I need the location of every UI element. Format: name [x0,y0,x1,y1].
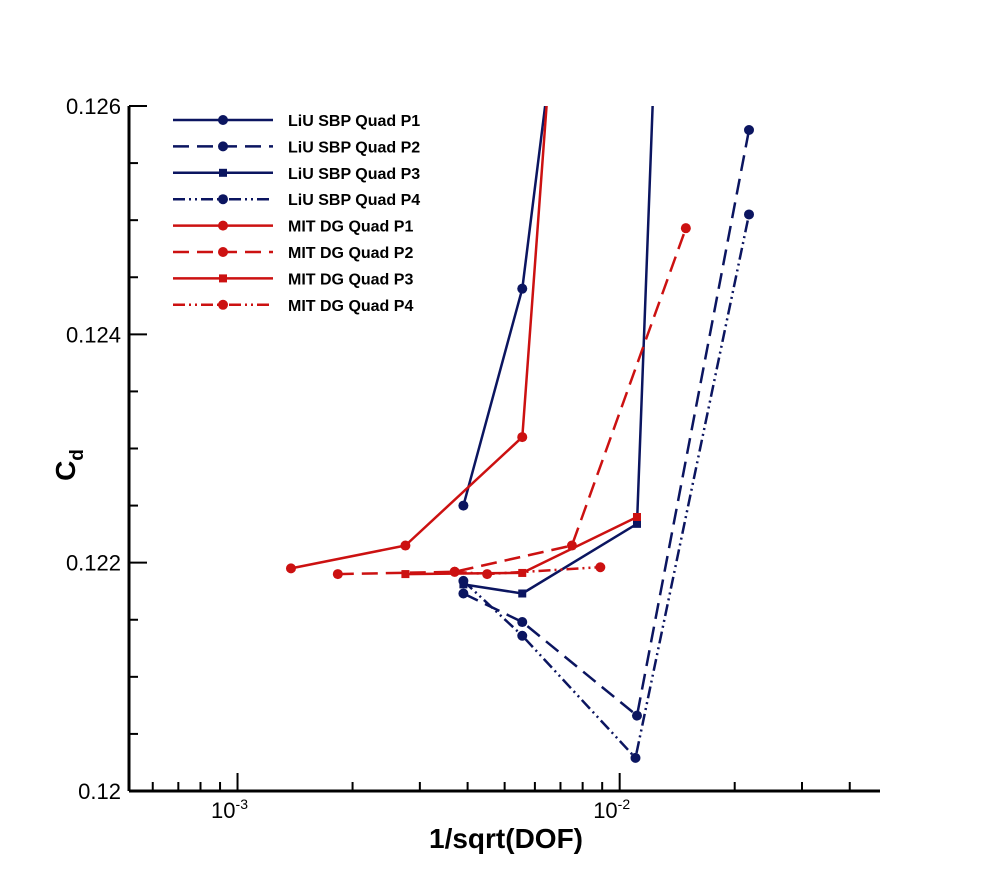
data-point [400,540,411,551]
data-point [517,432,528,443]
legend-marker [218,247,228,257]
legend-entry: LiU SBP Quad P3 [173,166,420,183]
series-mit-dg-quad-p1 [285,106,548,574]
legend-label: MIT DG Quad P2 [288,245,413,262]
series-liu-sbp-quad-p1 [458,106,547,511]
series-line [290,106,548,570]
series-line [337,227,688,576]
series-line [463,106,654,595]
legend-entry: MIT DG Quad P3 [173,271,413,288]
data-point [632,519,641,528]
series-layer [285,106,755,763]
x-tick-label: 10-3 [211,796,248,823]
data-point [744,124,755,135]
y-axis-title-main: C [50,461,81,481]
data-point [458,500,469,511]
series-liu-sbp-quad-p3 [459,106,654,598]
data-point [285,563,296,574]
legend-marker [218,141,228,152]
data-point [449,566,460,577]
legend-marker [218,299,228,310]
data-point [631,710,642,721]
legend-label: LiU SBP Quad P3 [288,166,420,183]
axes: 0.12 0.122 0.124 0.126 10-3 10-2 [66,94,880,823]
legend-marker [218,194,228,205]
data-point [680,223,691,234]
y-tick-label: 0.12 [78,779,121,804]
legend-entry: MIT DG Quad P1 [173,219,413,236]
data-point [518,589,527,598]
legend-entry: LiU SBP Quad P4 [173,192,420,209]
data-point [482,569,493,580]
data-point [630,752,641,763]
y-axis-title: Cd [50,449,88,481]
x-axis-title: 1/sqrt(DOF) [429,823,583,854]
data-point [458,588,469,599]
legend-label: LiU SBP Quad P2 [288,139,420,156]
y-tick-label: 0.122 [66,551,121,576]
y-axis-title-sub: d [67,449,88,461]
data-point [744,209,755,220]
legend-entry: LiU SBP Quad P1 [173,113,420,130]
legend-label: MIT DG Quad P4 [288,298,413,315]
legend-marker [218,115,228,125]
data-point [595,562,606,573]
data-point [401,570,410,579]
series-mit-dg-quad-p4 [449,562,606,580]
legend-entry: MIT DG Quad P2 [173,245,413,262]
series-line [462,214,751,760]
data-point [632,513,641,521]
data-point [458,575,469,586]
y-tick-label: 0.126 [66,94,121,119]
legend-label: MIT DG Quad P3 [288,271,413,288]
data-point [332,569,343,580]
legend-marker [219,168,227,177]
data-point [517,617,528,628]
legend-marker [219,274,227,283]
legend-entry: LiU SBP Quad P2 [173,139,420,156]
series-line [462,106,547,506]
x-tick-label: 10-2 [593,796,630,823]
series-liu-sbp-quad-p2 [458,124,755,721]
data-point [517,283,528,294]
legend: LiU SBP Quad P1 LiU SBP Quad P2 LiU SBP Qu… [173,113,420,315]
data-point [517,630,528,641]
legend-marker [218,220,228,231]
legend-label: MIT DG Quad P1 [288,219,413,236]
series-liu-sbp-quad-p4 [458,209,755,763]
legend-label: LiU SBP Quad P1 [288,113,420,130]
legend-label: LiU SBP Quad P4 [288,192,420,209]
y-tick-label: 0.124 [66,322,121,347]
legend-entry: MIT DG Quad P4 [173,298,413,315]
